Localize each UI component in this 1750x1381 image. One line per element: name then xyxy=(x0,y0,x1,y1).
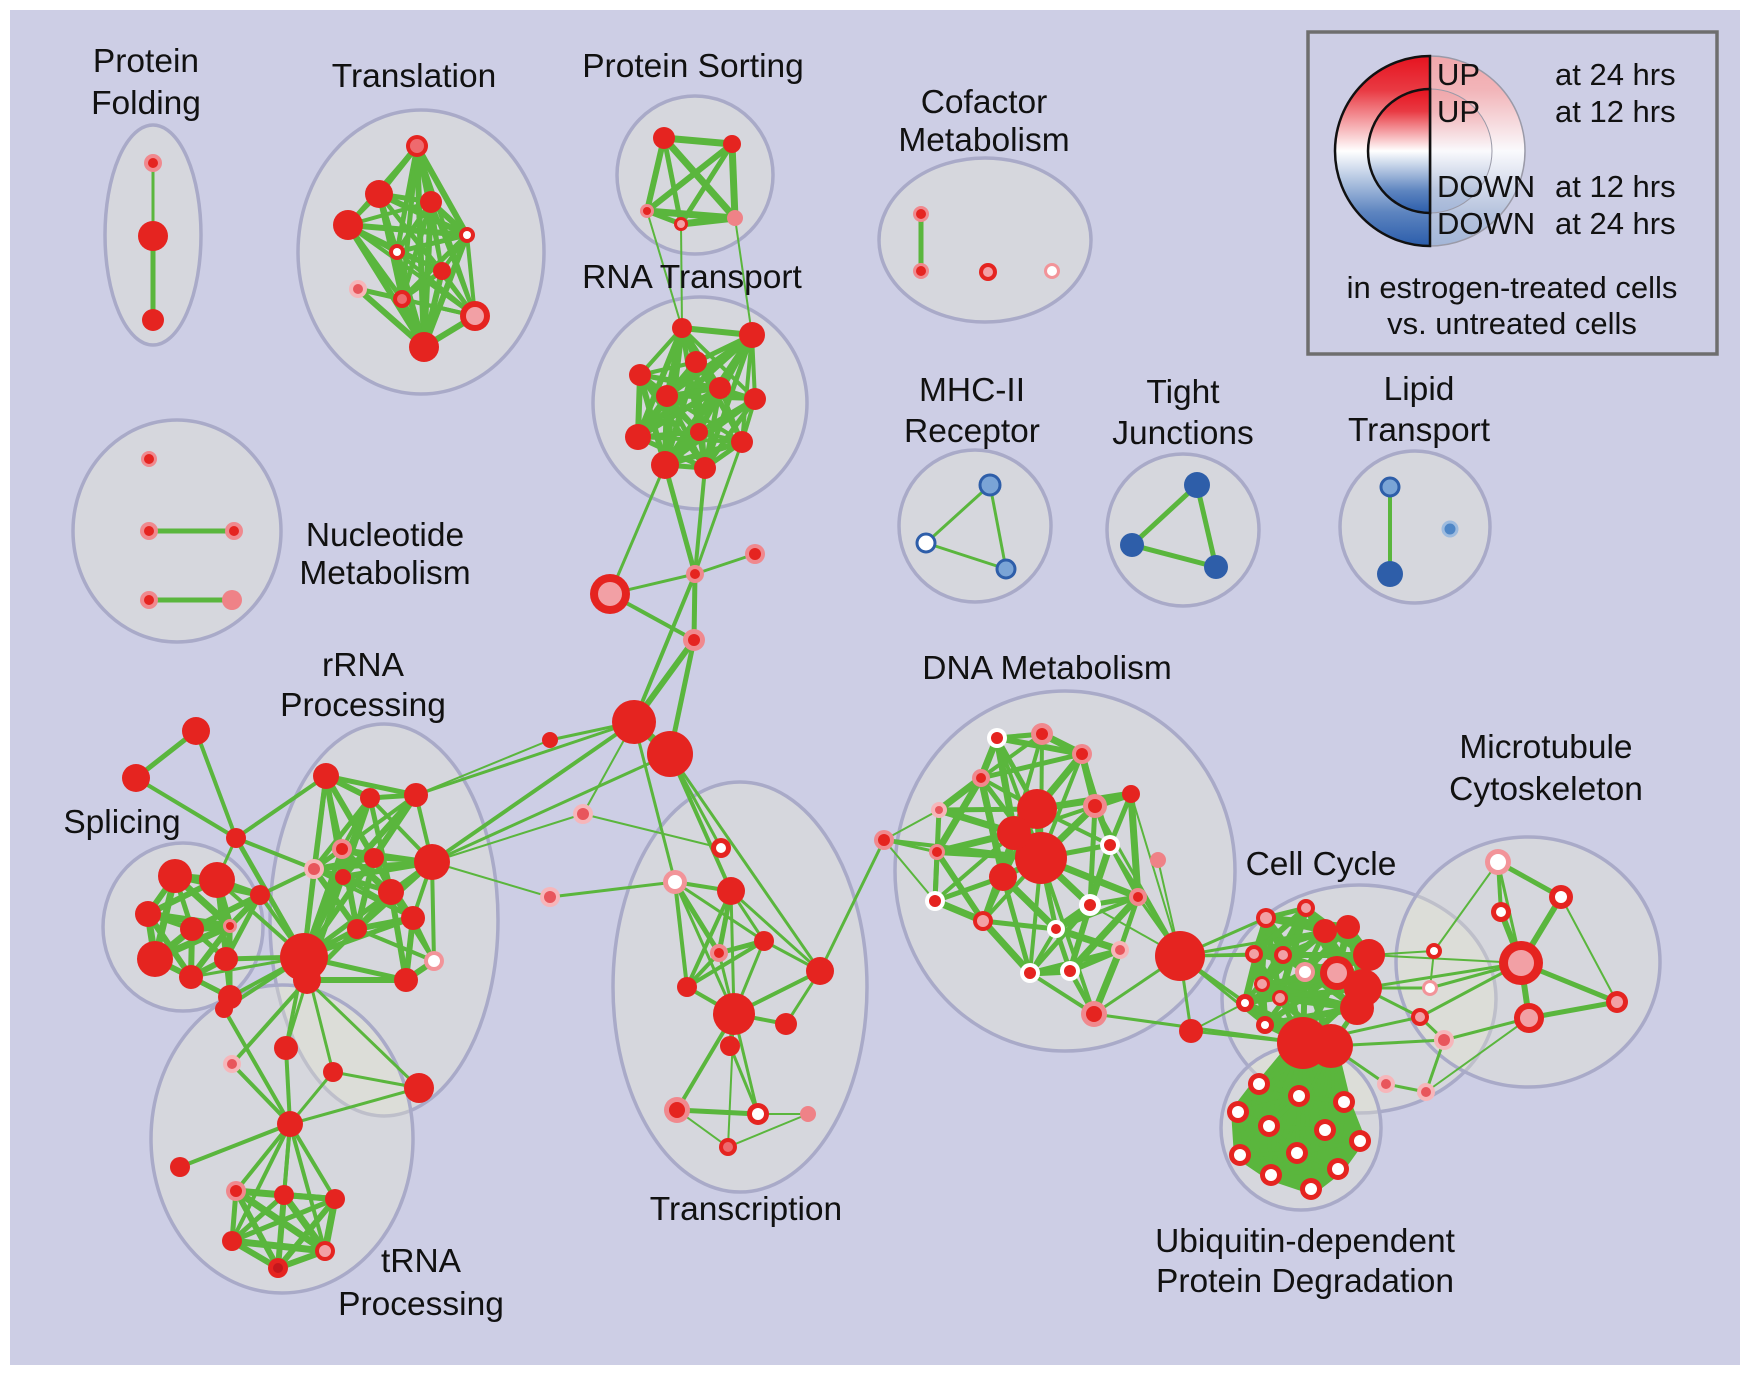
svg-text:Junctions: Junctions xyxy=(1112,415,1254,452)
svg-text:Translation: Translation xyxy=(332,58,496,95)
svg-text:vs. untreated cells: vs. untreated cells xyxy=(1387,306,1637,341)
svg-text:Protein: Protein xyxy=(93,43,199,80)
svg-text:at 24 hrs: at 24 hrs xyxy=(1555,57,1676,92)
svg-text:Nucleotide: Nucleotide xyxy=(306,517,464,554)
svg-text:Cytoskeleton: Cytoskeleton xyxy=(1449,771,1643,808)
svg-text:rRNA: rRNA xyxy=(322,647,405,684)
svg-text:Splicing: Splicing xyxy=(63,804,180,841)
svg-text:Metabolism: Metabolism xyxy=(898,122,1069,159)
svg-text:RNA Transport: RNA Transport xyxy=(582,259,802,296)
svg-text:Tight: Tight xyxy=(1146,374,1220,411)
svg-text:in estrogen-treated cells: in estrogen-treated cells xyxy=(1347,270,1678,305)
svg-text:Cell Cycle: Cell Cycle xyxy=(1246,846,1397,883)
svg-text:UP: UP xyxy=(1437,57,1480,92)
svg-text:Metabolism: Metabolism xyxy=(299,555,470,592)
svg-text:at 12 hrs: at 12 hrs xyxy=(1555,169,1676,204)
svg-text:Cofactor: Cofactor xyxy=(921,84,1048,121)
svg-text:UP: UP xyxy=(1437,94,1480,129)
svg-text:DOWN: DOWN xyxy=(1437,206,1535,241)
svg-text:at 24 hrs: at 24 hrs xyxy=(1555,206,1676,241)
svg-text:Folding: Folding xyxy=(91,85,201,122)
svg-text:Protein Degradation: Protein Degradation xyxy=(1156,1263,1454,1300)
svg-text:Processing: Processing xyxy=(280,687,446,724)
svg-text:Ubiquitin-dependent: Ubiquitin-dependent xyxy=(1155,1223,1456,1260)
svg-text:Transcription: Transcription xyxy=(650,1191,842,1228)
svg-text:Transport: Transport xyxy=(1348,412,1491,449)
svg-text:DNA Metabolism: DNA Metabolism xyxy=(922,650,1171,687)
svg-text:at 12 hrs: at 12 hrs xyxy=(1555,94,1676,129)
svg-text:Protein Sorting: Protein Sorting xyxy=(582,48,804,85)
svg-text:Microtubule: Microtubule xyxy=(1459,729,1632,766)
svg-text:Receptor: Receptor xyxy=(904,413,1040,450)
svg-text:DOWN: DOWN xyxy=(1437,169,1535,204)
svg-text:tRNA: tRNA xyxy=(381,1243,462,1280)
svg-text:Lipid: Lipid xyxy=(1384,371,1455,408)
svg-text:Processing: Processing xyxy=(338,1286,504,1323)
svg-text:MHC-II: MHC-II xyxy=(919,372,1025,409)
